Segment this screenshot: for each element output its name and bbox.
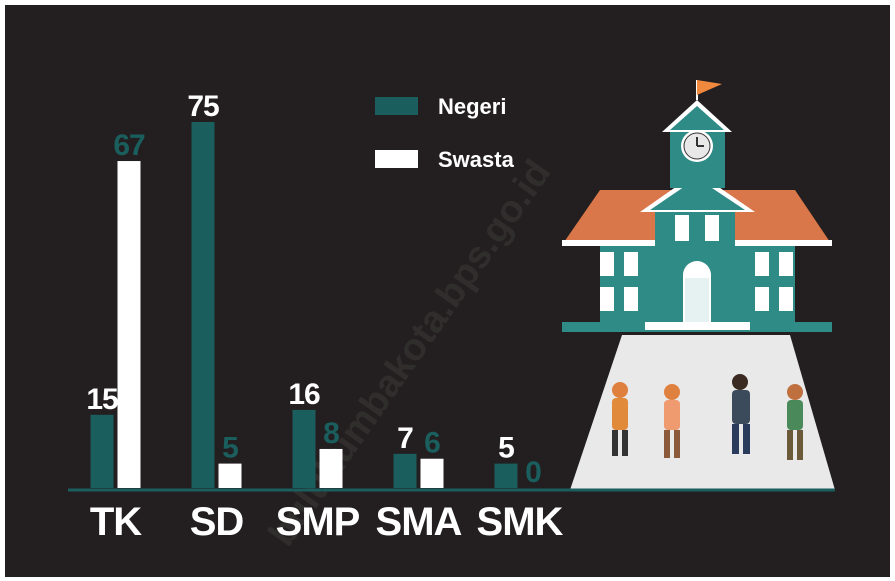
x-tick-label: SMA bbox=[376, 500, 462, 544]
value-label: 0 bbox=[525, 456, 541, 489]
legend-label: Swasta bbox=[438, 147, 515, 172]
x-tick-label: SMP bbox=[276, 500, 360, 544]
value-label: 16 bbox=[288, 378, 320, 411]
bar bbox=[393, 453, 417, 488]
legend-swatch bbox=[375, 97, 418, 115]
value-label: 5 bbox=[498, 432, 514, 465]
value-label: 8 bbox=[323, 417, 339, 450]
bar bbox=[117, 161, 141, 489]
bar bbox=[319, 448, 343, 488]
value-label: 6 bbox=[424, 427, 440, 460]
bar bbox=[90, 414, 114, 488]
legend-label: Negeri bbox=[438, 94, 506, 119]
bar bbox=[218, 463, 242, 488]
value-label: 67 bbox=[113, 129, 145, 162]
x-tick-label: TK bbox=[90, 500, 142, 544]
x-tick-label: SMK bbox=[477, 500, 564, 544]
x-tick-label: SD bbox=[190, 500, 244, 544]
value-label: 5 bbox=[222, 432, 238, 465]
legend-swatch bbox=[375, 150, 418, 168]
value-label: 75 bbox=[187, 90, 219, 123]
bar bbox=[420, 458, 444, 488]
bar bbox=[292, 409, 316, 488]
illustration bbox=[562, 80, 835, 490]
value-label: 7 bbox=[397, 422, 413, 455]
value-label: 15 bbox=[86, 383, 118, 416]
bar bbox=[191, 122, 215, 488]
bar bbox=[494, 463, 518, 488]
